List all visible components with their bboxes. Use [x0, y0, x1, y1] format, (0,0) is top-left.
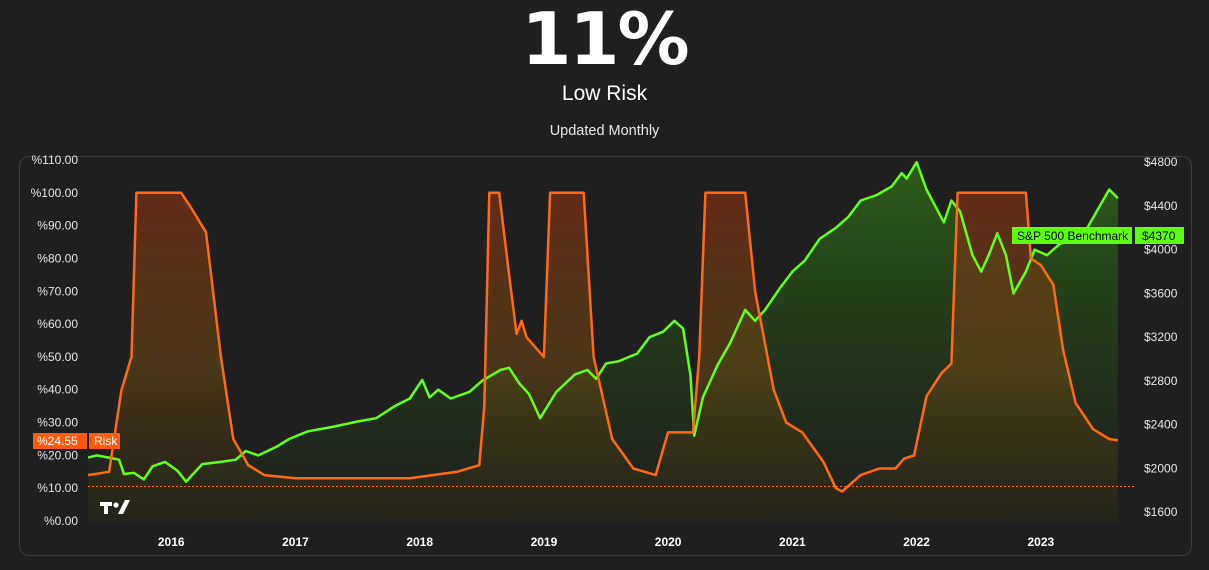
x-axis-tick-label: 2020 — [655, 535, 682, 549]
right-axis-tick-label: $4800 — [1144, 155, 1178, 169]
left-axis-tick-label: %70.00 — [37, 284, 78, 298]
right-axis-tick-label: $2400 — [1144, 418, 1178, 432]
tradingview-logo — [100, 500, 130, 514]
benchmark-last-value: $4370 — [1142, 229, 1176, 243]
benchmark-last-value-badge: $4370 — [1135, 227, 1184, 244]
risk-series-line — [87, 191, 1119, 493]
right-axis-tick-label: $1600 — [1144, 505, 1178, 519]
right-axis-tick-label: $3200 — [1144, 330, 1178, 344]
left-axis-tick-label: %100.00 — [31, 186, 79, 200]
x-axis-tick-label: 2023 — [1027, 535, 1054, 549]
left-axis-tick-label: %80.00 — [37, 251, 78, 265]
risk-series-label-badge: Risk — [89, 433, 120, 449]
update-frequency-note: Updated Monthly — [549, 123, 660, 139]
left-axis-tick-label: %110.00 — [32, 153, 79, 167]
left-axis-tick-label: %0.00 — [44, 514, 78, 528]
right-axis-tick-label: $4400 — [1144, 199, 1178, 213]
right-axis-tick-label: $4000 — [1144, 243, 1178, 257]
left-axis-tick-label: %30.00 — [37, 416, 78, 430]
left-axis: %0.00 %10.00 %20.00 %30.00 %40.00 %50.00 %60.0… — [31, 153, 79, 528]
benchmark-series-label-badge: S&P 500 Benchmark — [1012, 227, 1132, 244]
x-axis-tick-label: 2016 — [158, 535, 185, 549]
benchmark-area — [88, 162, 1118, 521]
left-axis-tick-label: %40.00 — [37, 383, 78, 397]
risk-area — [88, 192, 1118, 522]
x-axis-tick-label: 2022 — [903, 535, 930, 549]
right-axis-tick-label: $3600 — [1144, 286, 1178, 300]
left-axis-tick-label: %20.00 — [37, 448, 78, 462]
right-axis: $1600 $2000 $2400 $2800 $3200 $3600 $4000 $4400… — [1144, 155, 1178, 519]
left-axis-tick-label: %50.00 — [37, 350, 78, 364]
benchmark-series-line — [87, 160, 1119, 483]
risk-level-label: Low Risk — [561, 82, 648, 105]
x-axis-tick-label: 2018 — [406, 535, 433, 549]
x-axis: 2016 2017 2018 2019 2020 2021 2022 2023 — [158, 535, 1055, 549]
risk-percentage: 11% — [521, 0, 689, 81]
risk-last-value-badge: %24.55 — [33, 433, 87, 449]
risk-series-name: Risk — [94, 434, 118, 448]
x-axis-tick-label: 2021 — [779, 535, 806, 549]
x-axis-tick-label: 2017 — [282, 535, 309, 549]
x-axis-tick-label: 2019 — [531, 535, 558, 549]
right-axis-tick-label: $2000 — [1144, 461, 1178, 475]
right-axis-tick-label: $2800 — [1144, 374, 1178, 388]
left-axis-tick-label: %10.00 — [37, 481, 78, 495]
benchmark-series-name: S&P 500 Benchmark — [1017, 229, 1129, 243]
left-axis-tick-label: %90.00 — [37, 219, 78, 233]
risk-last-value: %24.55 — [37, 434, 78, 448]
left-axis-tick-label: %60.00 — [37, 317, 78, 331]
